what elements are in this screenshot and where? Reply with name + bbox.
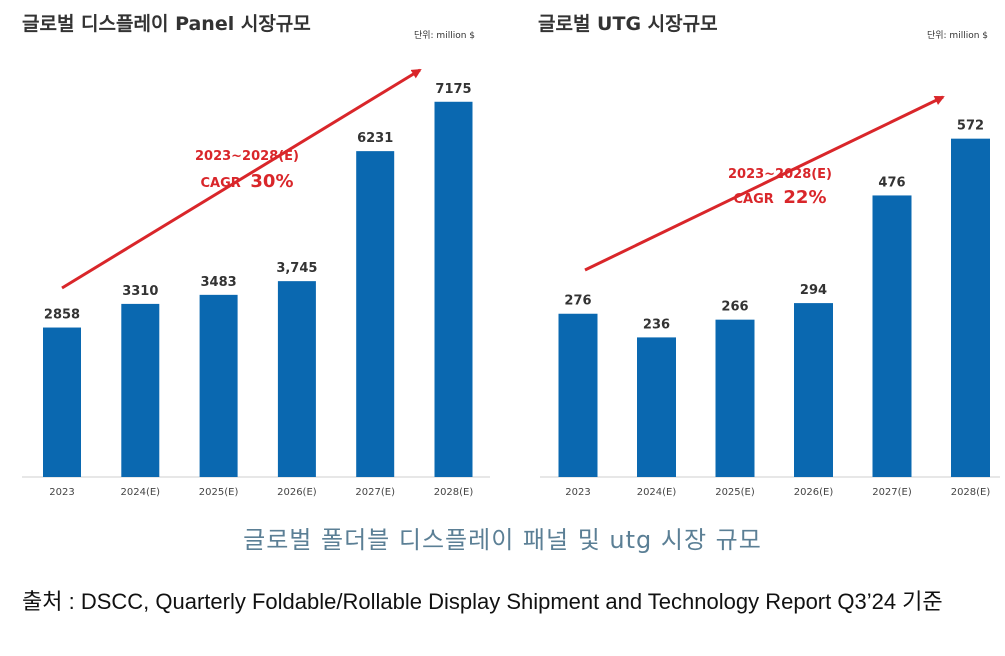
- utg-bar-3: [794, 303, 833, 477]
- panel-value-label-1: 3310: [122, 284, 158, 299]
- panel-category-label-4: 2027(E): [355, 487, 395, 498]
- utg-bar-1: [637, 337, 676, 477]
- panel-value-label-5: 7175: [435, 82, 471, 97]
- utg-bar-0: [558, 313, 598, 477]
- panel-bar-1: [121, 303, 160, 477]
- utg-bar-2: [715, 319, 755, 477]
- panel-bar-3: [277, 281, 316, 477]
- panel-bar-5: [434, 101, 473, 477]
- panel-category-label-0: 2023: [49, 487, 74, 498]
- utg-value-label-5: 572: [957, 119, 984, 134]
- panel-category-label-2: 2025(E): [199, 487, 239, 498]
- utg-bar-4: [872, 195, 912, 477]
- utg-growth-arrow: [584, 95, 945, 272]
- utg-category-label-4: 2027(E): [872, 487, 912, 498]
- utg-chart-title: 글로벌 UTG 시장규모: [538, 13, 718, 35]
- panel-category-label-3: 2026(E): [277, 487, 317, 498]
- panel-bar-2: [199, 294, 238, 477]
- utg-value-label-1: 236: [643, 317, 670, 332]
- panel-bar-4: [356, 151, 395, 477]
- panel-cagr-text: CAGR 30%: [201, 171, 294, 192]
- figure-caption: 글로벌 폴더블 디스플레이 패널 및 utg 시장 규모: [243, 526, 762, 554]
- charts-canvas: 글로벌 디스플레이 Panel 시장규모 단위: million $ 2858 2…: [22, 13, 1000, 498]
- panel-value-label-0: 2858: [44, 308, 80, 323]
- panel-value-label-4: 6231: [357, 131, 393, 146]
- utg-category-label-2: 2025(E): [715, 487, 755, 498]
- panel-category-label-5: 2028(E): [434, 487, 474, 498]
- utg-chart: 글로벌 UTG 시장규모 단위: million $ 276 2023 236 202…: [538, 13, 1000, 498]
- utg-value-label-4: 476: [878, 175, 905, 190]
- panel-chart-unit: 단위: million $: [414, 30, 475, 41]
- panel-cagr-period: 2023~2028(E): [195, 149, 299, 164]
- utg-bar-5: [951, 138, 990, 477]
- panel-chart-title: 글로벌 디스플레이 Panel 시장규모: [22, 13, 311, 35]
- panel-chart: 글로벌 디스플레이 Panel 시장규모 단위: million $ 2858 2…: [22, 13, 490, 498]
- utg-value-label-2: 266: [721, 300, 748, 315]
- utg-category-label-1: 2024(E): [637, 487, 677, 498]
- utg-value-label-3: 294: [800, 283, 827, 298]
- panel-value-label-3: 3,745: [276, 261, 317, 276]
- source-text: DSCC, Quarterly Foldable/Rollable Displa…: [80, 589, 943, 614]
- utg-cagr-period: 2023~2028(E): [728, 167, 832, 182]
- panel-value-label-2: 3483: [201, 275, 237, 290]
- source-prefix: 출처 :: [22, 589, 81, 614]
- panel-bar-0: [43, 327, 81, 477]
- utg-value-label-0: 276: [564, 294, 591, 309]
- panel-category-label-1: 2024(E): [121, 487, 161, 498]
- panel-growth-arrow: [61, 68, 422, 290]
- utg-category-label-3: 2026(E): [794, 487, 834, 498]
- utg-category-label-0: 2023: [565, 487, 590, 498]
- utg-cagr-text: CAGR 22%: [734, 187, 827, 208]
- utg-category-label-5: 2028(E): [951, 487, 991, 498]
- source-note: 출처 : DSCC, Quarterly Foldable/Rollable D…: [22, 584, 992, 620]
- utg-chart-unit: 단위: million $: [927, 30, 988, 41]
